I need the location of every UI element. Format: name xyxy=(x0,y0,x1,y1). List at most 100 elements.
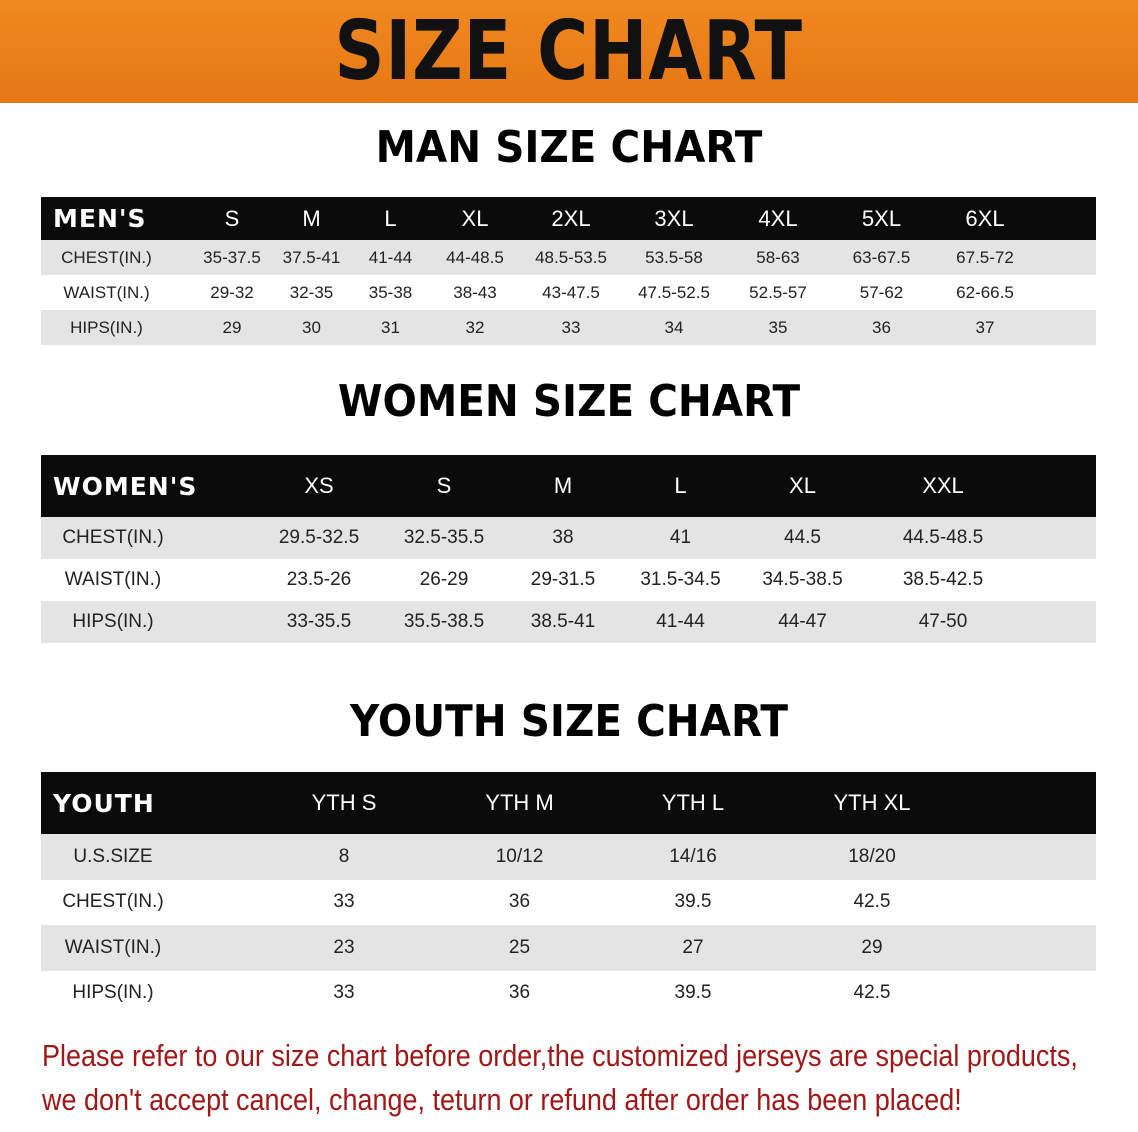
men-table-cell: 33 xyxy=(561,317,581,337)
men-table-cell: 34 xyxy=(664,317,684,337)
youth-table-cell: 39.5 xyxy=(674,891,712,913)
men-table-cell: 29 xyxy=(222,317,242,337)
youth-table-cell: 33 xyxy=(333,982,355,1004)
youth-table-cell: 23 xyxy=(333,936,355,958)
youth-header-row: YOUTH YTH S YTH M YTH L YTH XL xyxy=(41,772,1096,834)
women-row-label: HIPS(IN.) xyxy=(72,611,154,632)
men-table-cell: 29-32 xyxy=(210,282,254,302)
men-size-header: XL xyxy=(461,205,489,231)
women-table-cell: 38 xyxy=(552,527,574,548)
men-table-row: CHEST(IN.) 35-37.5 37.5-41 41-44 44-48.5 48.5… xyxy=(41,240,1096,275)
men-table-cell: 67.5-72 xyxy=(956,247,1014,267)
women-size-header: S xyxy=(436,473,452,498)
men-size-header: 3XL xyxy=(654,205,694,231)
women-table-cell: 32.5-35.5 xyxy=(403,527,485,548)
women-header-label: WOMEN'S xyxy=(53,471,198,501)
men-table-cell: 31 xyxy=(381,317,400,337)
men-table-cell: 62-66.5 xyxy=(956,282,1014,302)
youth-table-cell: 29 xyxy=(861,936,883,958)
men-size-header: L xyxy=(384,205,397,231)
youth-size-header: YTH S xyxy=(311,790,377,815)
women-table-row: WAIST(IN.) 23.5-26 26-29 29-31.5 31.5-34.5 34… xyxy=(41,559,1096,601)
women-table-cell: 26-29 xyxy=(419,569,469,590)
men-table-cell: 38-43 xyxy=(453,282,497,302)
men-table-cell: 32 xyxy=(465,317,485,337)
youth-table-row: U.S.SIZE 8 10/12 14/16 18/20 xyxy=(41,834,1096,880)
men-size-header: S xyxy=(224,205,240,231)
men-table-row: WAIST(IN.) 29-32 32-35 35-38 38-43 43-47.5 47.… xyxy=(41,275,1096,310)
youth-row-label: U.S.SIZE xyxy=(73,845,153,867)
men-table-cell: 57-62 xyxy=(859,282,904,302)
youth-table-cell: 10/12 xyxy=(495,845,544,867)
youth-row-label: WAIST(IN.) xyxy=(64,936,162,958)
women-size-table: WOMEN'S XS S M L XL XXL CHEST(IN.) 29.5-32.5 32.5… xyxy=(41,455,1096,643)
women-row-label: WAIST(IN.) xyxy=(64,569,162,590)
women-row-label: CHEST(IN.) xyxy=(62,527,164,548)
women-table-cell: 29-31.5 xyxy=(530,569,596,590)
youth-table-row: WAIST(IN.) 23 25 27 29 xyxy=(41,925,1096,971)
women-table-cell: 29.5-32.5 xyxy=(278,527,360,548)
youth-table-cell: 18/20 xyxy=(848,845,896,867)
youth-table-cell: 25 xyxy=(508,936,531,958)
youth-table-cell: 33 xyxy=(333,891,355,913)
women-table-cell: 41 xyxy=(669,527,692,548)
youth-row-label: CHEST(IN.) xyxy=(62,891,164,913)
men-size-header: 6XL xyxy=(965,205,1005,231)
men-size-header: 4XL xyxy=(758,205,798,231)
women-table-cell: 47-50 xyxy=(918,611,968,632)
men-header-label: MEN'S xyxy=(53,204,147,233)
men-row-label: CHEST(IN.) xyxy=(61,247,152,267)
men-table-cell: 37 xyxy=(975,317,995,337)
women-table-cell: 35.5-38.5 xyxy=(403,611,485,632)
men-size-header: M xyxy=(302,205,321,231)
youth-table-cell: 42.5 xyxy=(853,891,891,913)
men-table-cell: 35-37.5 xyxy=(203,247,261,267)
men-table-cell: 35-38 xyxy=(368,282,413,302)
youth-table-cell: 27 xyxy=(682,936,704,958)
youth-table-row: HIPS(IN.) 33 36 39.5 42.5 xyxy=(41,970,1096,1016)
youth-size-table: YOUTH YTH S YTH M YTH L YTH XL U.S.SIZE 8 10/12… xyxy=(41,772,1096,1016)
men-table-cell: 53.5-58 xyxy=(645,247,703,267)
women-section-title: WOMEN SIZE CHART xyxy=(337,376,801,427)
men-table-cell: 48.5-53.5 xyxy=(535,247,607,267)
youth-row-label: HIPS(IN.) xyxy=(72,982,154,1004)
men-table-cell: 44-48.5 xyxy=(446,247,504,267)
women-table-cell: 38.5-42.5 xyxy=(902,569,984,590)
women-table-cell: 44.5-48.5 xyxy=(902,527,984,548)
men-table-cell: 35 xyxy=(768,317,788,337)
women-size-header: M xyxy=(553,473,573,498)
youth-table-cell: 42.5 xyxy=(853,982,891,1004)
men-table-cell: 30 xyxy=(302,317,321,337)
women-table-row: HIPS(IN.) 33-35.5 35.5-38.5 38.5-41 41-44 44-… xyxy=(41,601,1096,643)
women-table-cell: 38.5-41 xyxy=(530,611,596,632)
men-table-cell: 58-63 xyxy=(756,247,800,267)
youth-size-header: YTH M xyxy=(485,790,554,815)
women-size-header: XL xyxy=(789,473,816,498)
youth-table-row: CHEST(IN.) 33 36 39.5 42.5 xyxy=(41,879,1096,925)
order-notice-line-2: we don't accept cancel, change, teturn o… xyxy=(42,1082,962,1117)
youth-section-title: YOUTH SIZE CHART xyxy=(350,696,788,747)
men-size-table: MEN'S S M L XL 2XL 3XL 4XL 5XL 6XL CHEST(IN.) 35-37… xyxy=(41,197,1096,345)
banner-title: SIZE CHART xyxy=(334,4,804,99)
size-chart-banner: SIZE CHART xyxy=(0,0,1138,103)
men-table-row: HIPS(IN.) 29 30 31 32 33 34 35 36 37 xyxy=(41,310,1096,345)
women-header-row: WOMEN'S XS S M L XL XXL xyxy=(41,455,1096,517)
men-table-cell: 52.5-57 xyxy=(749,282,807,302)
men-table-cell: 36 xyxy=(872,317,891,337)
women-table-row: CHEST(IN.) 29.5-32.5 32.5-35.5 38 41 44.5 44.5… xyxy=(41,517,1096,559)
youth-header-label: YOUTH xyxy=(53,788,155,818)
men-table-cell: 41-44 xyxy=(368,247,413,267)
men-table-cell: 47.5-52.5 xyxy=(638,282,710,302)
youth-size-header: YTH L xyxy=(661,790,725,815)
women-table-cell: 44-47 xyxy=(778,611,827,632)
men-size-header: 2XL xyxy=(551,205,591,231)
youth-table-cell: 14/16 xyxy=(669,845,717,867)
women-size-header: XS xyxy=(304,473,334,498)
order-notice-line-1: Please refer to our size chart before or… xyxy=(42,1038,1078,1073)
women-table-cell: 33-35.5 xyxy=(286,611,352,632)
women-size-header: L xyxy=(674,473,687,498)
men-table-cell: 63-67.5 xyxy=(852,247,911,267)
youth-table-cell: 36 xyxy=(508,982,531,1004)
men-row-label: HIPS(IN.) xyxy=(70,317,143,337)
women-table-cell: 41-44 xyxy=(656,611,705,632)
